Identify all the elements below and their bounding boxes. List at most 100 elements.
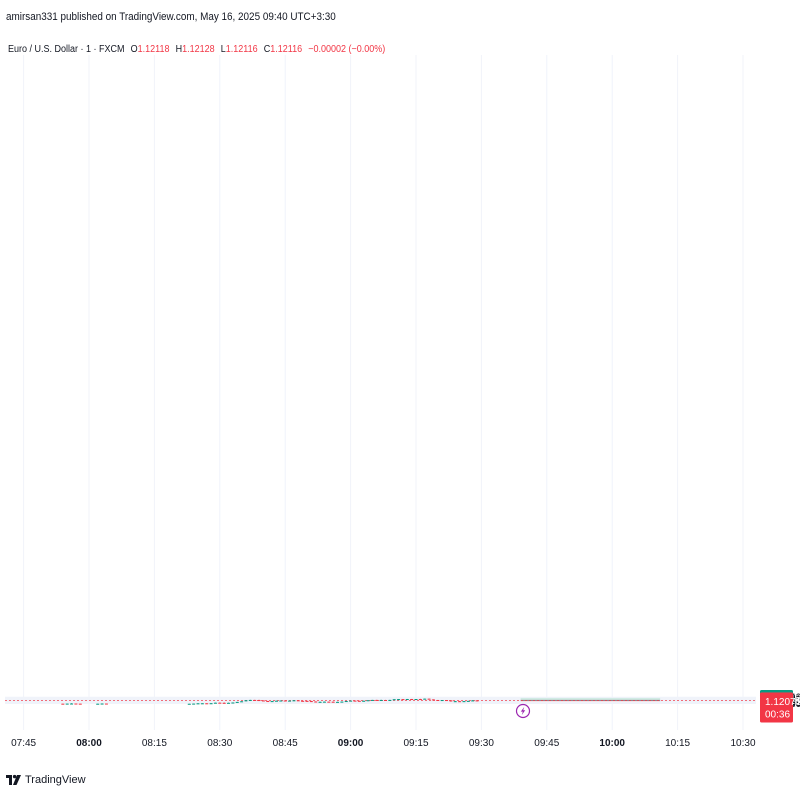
candle-body [449, 700, 453, 702]
candle [283, 700, 287, 702]
time-axis[interactable]: 07:45 08:00 08:15 08:30 08:45 09:00 09:15 09:30… [11, 738, 756, 749]
candle [423, 698, 427, 700]
candle-body [205, 703, 209, 705]
candle-body [357, 700, 361, 702]
candle-body [445, 700, 449, 702]
time-tick-label: 09:45 [534, 738, 559, 749]
flash-icon[interactable] [515, 703, 531, 719]
candle [74, 703, 78, 705]
candle [253, 699, 257, 701]
candle-body [187, 703, 191, 705]
candle [274, 700, 278, 702]
candle-body [431, 699, 435, 701]
tradingview-logo-icon [6, 774, 21, 785]
candle-body [379, 699, 383, 701]
candle-body [436, 699, 440, 701]
candles [61, 698, 479, 705]
candle [436, 699, 440, 701]
candle [397, 698, 401, 701]
candle-body [327, 701, 331, 703]
profit-zone [520, 697, 661, 701]
candle-body [405, 698, 409, 700]
candle [192, 703, 196, 705]
candle-body [200, 703, 204, 705]
candle [222, 702, 226, 704]
brand-name: TradingView [25, 774, 86, 786]
candle [353, 700, 357, 702]
candle [405, 698, 409, 700]
candle [200, 703, 204, 705]
candle [379, 699, 383, 701]
price-label: 1.12071 [760, 693, 800, 710]
candle-body [362, 700, 366, 702]
candle [196, 703, 200, 705]
candle [266, 700, 270, 702]
candle [279, 700, 283, 702]
candle [235, 701, 239, 703]
candle-body [244, 700, 248, 702]
candle [218, 702, 222, 704]
candle [340, 701, 344, 703]
candle-body [366, 700, 370, 702]
candle [296, 700, 300, 702]
candle-body [288, 700, 292, 702]
candle [322, 701, 326, 703]
high-key: H [175, 44, 183, 55]
candle-body [314, 701, 318, 703]
candle [458, 700, 462, 703]
candle-body [344, 701, 348, 703]
candle-body [192, 703, 196, 705]
candle-body [196, 703, 200, 705]
candle [327, 701, 331, 703]
candle [401, 698, 405, 701]
symbol-name[interactable]: Euro / U.S. Dollar · 1 · FXCM [8, 44, 125, 55]
candle-body [475, 700, 479, 702]
candle-body [318, 701, 322, 703]
time-tick-label: 08:00 [76, 738, 102, 749]
candle-body [336, 701, 340, 703]
candle [231, 702, 235, 704]
time-tick-label: 10:00 [599, 738, 625, 749]
candle [257, 699, 261, 702]
candle-body [235, 701, 239, 703]
candle-body [383, 699, 387, 701]
candle [418, 698, 422, 700]
price-label-bg [760, 693, 793, 710]
time-tick-label: 07:45 [11, 738, 36, 749]
candle-body [222, 702, 226, 704]
candle [336, 701, 340, 703]
candle-body [240, 701, 244, 703]
candle-body [305, 700, 309, 702]
candle [453, 701, 457, 703]
close-value: 1.12116 [270, 44, 303, 55]
candle-body [471, 700, 475, 702]
candle [357, 700, 361, 702]
candle [449, 700, 453, 702]
candle [205, 703, 209, 705]
candle [104, 703, 108, 705]
candle [244, 700, 248, 702]
candle [248, 699, 252, 701]
time-tick-label: 10:15 [665, 738, 690, 749]
candle [427, 698, 431, 700]
position-tool[interactable] [520, 697, 661, 702]
candle-body [227, 702, 231, 704]
candle-body [292, 700, 296, 702]
candle [331, 701, 335, 703]
candle [261, 700, 265, 702]
change-value: −0.00002 (−0.00%) [308, 44, 386, 55]
open-key: O [130, 44, 138, 55]
candle-body [209, 703, 213, 705]
candle [370, 699, 374, 701]
candle-body [61, 703, 65, 705]
candle [375, 699, 379, 701]
candle-body [322, 701, 326, 703]
candle [362, 700, 366, 702]
low-value: 1.12116 [225, 44, 258, 55]
candle-body [274, 700, 278, 702]
candle-body [100, 703, 104, 705]
candle-body [414, 698, 418, 700]
tradingview-brand[interactable]: TradingView [6, 774, 86, 786]
candle [61, 703, 65, 705]
